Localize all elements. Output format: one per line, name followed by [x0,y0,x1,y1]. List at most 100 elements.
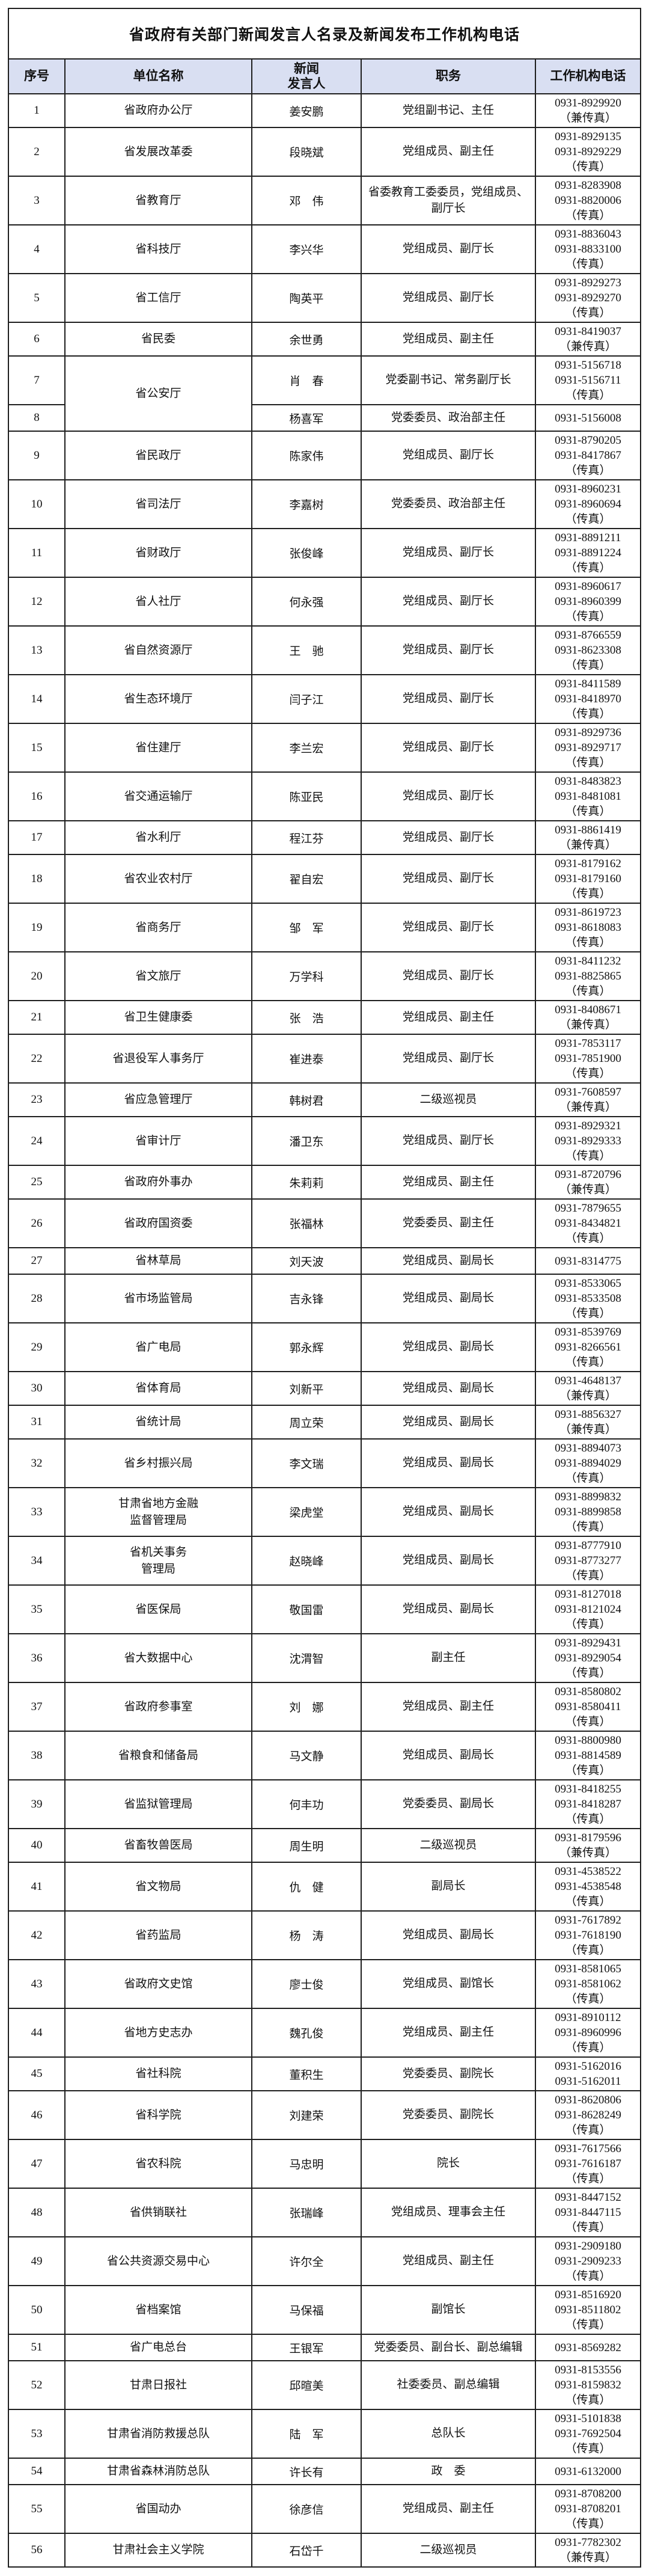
seq-cell: 46 [8,2090,66,2140]
table-row: 7 省公安厅肖 春党委副书记、常务副厅长 0931-5156718 0931-515… [8,355,642,432]
table-row: 55 省国动办 徐彦信 党组成员、副主任 0931-8708200 0931-87082… [8,2484,642,2534]
speaker-cell: 仇 健 [251,1862,362,1912]
speaker-cell: 郭永辉 [251,1322,362,1372]
seq-cell: 47 [8,2139,66,2189]
seq-cell: 56 [8,2533,66,2568]
unit-cell: 省应急管理厅 [64,1082,252,1117]
seq-cell: 51 [8,2334,66,2361]
seq-cell: 12 [8,577,66,627]
table-row: 44 省地方史志办 魏孔俊 党组成员、副主任 0931-8910112 0931-896… [8,2008,642,2058]
speaker-cell: 张福林 [251,1198,362,1248]
table-row: 34 省机关事务 管理局 赵晓峰 党组成员、副局长 0931-8777910 0931-… [8,1536,642,1586]
spokesperson-table: 省政府有关部门新闻发言人名录及新闻发布工作机构电话 序号 单位名称 新闻 发言人… [7,8,642,2568]
unit-cell: 省退役军人事务厅 [64,1034,252,1084]
speaker-cell: 徐彦信 [251,2484,362,2534]
unit-cell: 省供销联社 [64,2188,252,2237]
position-cell: 党组成员、副厅长 [361,1034,536,1084]
seq-cell: 36 [8,1633,66,1683]
position-cell: 省委教育工委委员，党组成员、副厅长 [361,176,536,225]
speaker-cell: 陈家伟 [251,431,362,480]
position-cell: 二级巡视员 [361,2533,536,2568]
position-cell: 党委副书记、常务副厅长 [361,355,536,405]
phone-cell: 0931-8619723 0931-8618083 （传真） [534,903,642,952]
position-cell: 总队长 [361,2409,536,2459]
unit-cell: 省畜牧兽医局 [64,1828,252,1863]
speaker-cell: 万学科 [251,951,362,1001]
speaker-cell: 马保福 [251,2285,362,2335]
seq-cell: 19 [8,903,66,952]
table-row: 41 省文物局仇 健副局长 0931-4538522 0931-4538548 （传… [8,1862,642,1912]
position-cell: 党组成员、副局长 [361,1731,536,1780]
speaker-cell: 翟自宏 [251,854,362,904]
position-cell: 党组成员、副厅长 [361,577,536,627]
seq-cell: 37 [8,1682,66,1732]
phone-cell: 0931-8408671 （兼传真） [534,1000,642,1035]
phone-cell: 0931-5101838 0931-7692504 （传真） [534,2409,642,2459]
table-row: 47 省农科院 马忠明 院长 0931-7617566 0931-7616187 （传真… [8,2139,642,2189]
table-row: 6 省民委 余世勇 党组成员、副主任 0931-8419037 （兼传真） [8,322,642,357]
unit-cell: 省文物局 [64,1862,252,1912]
col-header-unit: 单位名称 [64,58,252,94]
position-cell: 党组成员、副主任 [361,322,536,357]
table-row: 52 甘肃日报社 邱暄美 社委委员、副总编辑 0931-8153556 0931-815… [8,2360,642,2410]
phone-cell: 0931-8929135 0931-8929229 （传真） [534,127,642,177]
phone-cell: 0931-8127018 0931-8121024 （传真） [534,1584,642,1634]
speaker-cell: 何丰功 [251,1779,362,1829]
position-cell: 院长 [361,2139,536,2189]
table-row: 31 省统计局 周立荣 党组成员、副局长 0931-8856327 （兼传真） [8,1405,642,1440]
speaker-cell: 敬国雷 [251,1584,362,1634]
table-row: 3 省教育厅邓 伟省委教育工委委员，党组成员、副厅长 0931-8283908 09… [8,176,642,225]
unit-cell: 省工信厅 [64,273,252,323]
position-cell: 党委委员、副台长、副总编辑 [361,2334,536,2361]
speaker-cell: 赵晓峰 [251,1536,362,1586]
speaker-cell: 李文瑞 [251,1438,362,1488]
speaker-cell: 肖 春 [251,355,362,405]
phone-cell: 0931-8856327 （兼传真） [534,1405,642,1440]
phone-cell: 0931-8777910 0931-8773277 （传真） [534,1536,642,1586]
phone-cell: 0931-8929273 0931-8929270 （传真） [534,273,642,323]
table-row: 18 省农业农村厅 翟自宏 党组成员、副厅长 0931-8179162 0931-817… [8,854,642,904]
speaker-cell: 邓 伟 [251,176,362,225]
seq-cell: 43 [8,1959,66,2009]
unit-cell: 省档案馆 [64,2285,252,2335]
phone-cell: 0931-8766559 0931-8623308 （传真） [534,625,642,675]
position-cell: 党组成员、副主任 [361,1000,536,1035]
phone-cell: 0931-8910112 0931-8960996 （传真） [534,2008,642,2058]
col-header-speaker: 新闻 发言人 [251,58,362,94]
speaker-cell: 刘建荣 [251,2090,362,2140]
speaker-cell: 程江芬 [251,820,362,855]
phone-cell: 0931-8411589 0931-8418970 （传真） [534,674,642,724]
unit-cell: 省公共资源交易中心 [64,2236,252,2286]
unit-cell: 省医保局 [64,1584,252,1634]
speaker-cell: 姜安鹏 [251,93,362,128]
table-row: 46 省科学院 刘建荣 党委委员、副院长 0931-8620806 0931-86282… [8,2090,642,2140]
position-cell: 党组成员、副局长 [361,1247,536,1275]
unit-cell: 省公安厅 [64,355,252,432]
unit-cell: 省司法厅 [64,479,252,529]
table-row: 40 省畜牧兽医局 周生明 二级巡视员 0931-8179596 （兼传真） [8,1828,642,1863]
phone-cell: 0931-5162016 0931-5162011 [534,2056,642,2091]
table-row: 26 省政府国资委 张福林 党委委员、副主任 0931-7879655 0931-843… [8,1198,642,1248]
speaker-cell: 刘 娜 [251,1682,362,1732]
position-cell: 二级巡视员 [361,1082,536,1117]
unit-cell: 省政府外事办 [64,1165,252,1200]
unit-cell: 省人社厅 [64,577,252,627]
table-row: 54 甘肃省森林消防总队 许长有政 委 0931-6132000 [8,2458,642,2485]
position-cell: 党组成员、理事会主任 [361,2188,536,2237]
unit-cell: 省广电局 [64,1322,252,1372]
seq-cell: 16 [8,771,66,821]
unit-cell: 省体育局 [64,1371,252,1406]
table-row: 5 省工信厅 陶英平 党组成员、副厅长 0931-8929273 0931-892927… [8,273,642,323]
phone-cell: 0931-7879655 0931-8434821 （传真） [534,1198,642,1248]
speaker-cell: 杨喜军 [251,404,362,432]
phone-cell: 0931-8483823 0931-8481081 （传真） [534,771,642,821]
phone-cell: 0931-8539769 0931-8266561 （传真） [534,1322,642,1372]
speaker-cell: 韩树君 [251,1082,362,1117]
speaker-cell: 潘卫东 [251,1116,362,1166]
position-cell: 党组成员、副厅长 [361,224,536,274]
speaker-cell: 陈亚民 [251,771,362,821]
position-cell: 党委委员、副院长 [361,2090,536,2140]
phone-cell: 0931-8960617 0931-8960399 （传真） [534,577,642,627]
phone-cell: 0931-8419037 （兼传真） [534,322,642,357]
